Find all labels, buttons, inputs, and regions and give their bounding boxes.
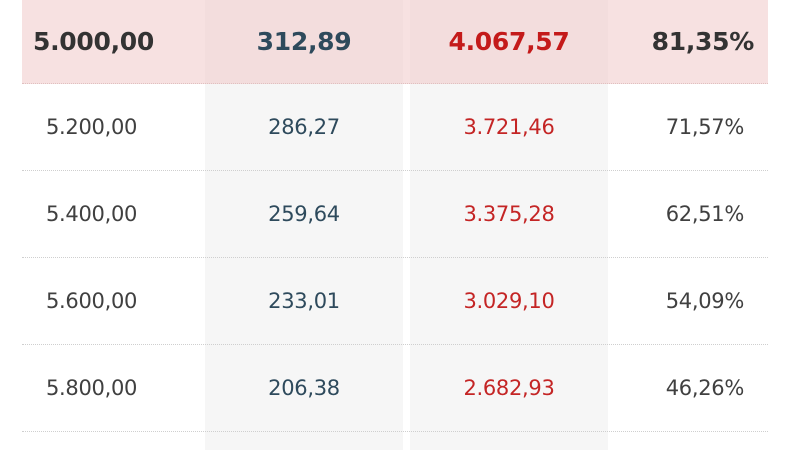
cell-total: 4.067,57 bbox=[448, 27, 570, 56]
cell-percent: 71,57% bbox=[665, 115, 745, 139]
table-row: 5.600,00 233,01 3.029,10 54,09% bbox=[22, 258, 768, 345]
cell-total: 3.029,10 bbox=[463, 289, 555, 313]
cell-amount: 5.000,00 bbox=[33, 27, 154, 56]
cell-amount: 5.400,00 bbox=[46, 202, 138, 226]
cell-total: 2.682,93 bbox=[463, 376, 555, 400]
table-row: 5.400,00 259,64 3.375,28 62,51% bbox=[22, 171, 768, 258]
cell-amount: 5.800,00 bbox=[46, 376, 138, 400]
cell-percent: 46,26% bbox=[665, 376, 745, 400]
table-row: 5.800,00 206,38 2.682,93 46,26% bbox=[22, 345, 768, 432]
table-row: 5.200,00 286,27 3.721,46 71,57% bbox=[22, 84, 768, 171]
cell-percent: 54,09% bbox=[665, 289, 745, 313]
cell-amount: 5.200,00 bbox=[46, 115, 138, 139]
cell-value: 259,64 bbox=[268, 202, 340, 226]
cell-percent: 62,51% bbox=[665, 202, 745, 226]
cell-value: 312,89 bbox=[256, 27, 352, 56]
cell-total: 3.375,28 bbox=[463, 202, 555, 226]
cell-value: 286,27 bbox=[268, 115, 340, 139]
cell-total: 3.721,46 bbox=[463, 115, 555, 139]
cell-amount: 5.600,00 bbox=[46, 289, 138, 313]
table-row-highlighted: 5.000,00 312,89 4.067,57 81,35% bbox=[22, 0, 768, 84]
cell-value: 233,01 bbox=[268, 289, 340, 313]
cell-percent: 81,35% bbox=[651, 27, 755, 56]
data-table: 5.000,00 312,89 4.067,57 81,35% 5.200,00… bbox=[22, 0, 768, 432]
cell-value: 206,38 bbox=[268, 376, 340, 400]
